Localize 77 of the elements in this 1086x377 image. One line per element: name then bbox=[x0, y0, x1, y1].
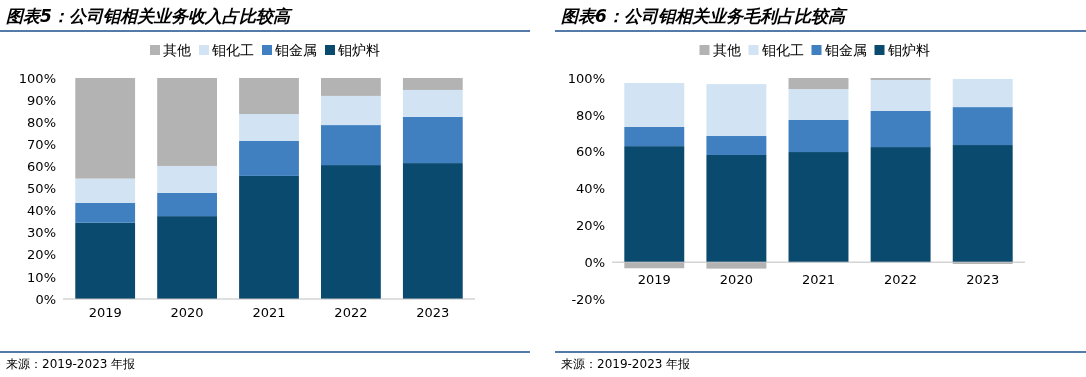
bar bbox=[75, 178, 136, 203]
y-tick-label: 20% bbox=[576, 217, 605, 233]
y-tick-label: 50% bbox=[27, 181, 56, 197]
x-tick-label: 2020 bbox=[170, 305, 204, 320]
bar bbox=[788, 89, 849, 120]
chart-title: 图表6：公司钼相关业务毛利占比较高 bbox=[561, 6, 848, 26]
bar bbox=[706, 84, 767, 137]
y-tick-label: 70% bbox=[27, 136, 56, 152]
bar bbox=[402, 89, 463, 117]
bar bbox=[402, 163, 463, 299]
bar bbox=[239, 114, 299, 141]
bar bbox=[952, 145, 1013, 263]
y-tick-label: 80% bbox=[27, 114, 56, 130]
bar bbox=[157, 165, 217, 193]
bar bbox=[321, 165, 381, 299]
bar bbox=[870, 110, 931, 148]
x-tick-label: 2023 bbox=[416, 305, 450, 320]
y-tick-label: 100% bbox=[18, 70, 56, 86]
bar bbox=[75, 222, 136, 299]
legend-label: 钼化工 bbox=[211, 42, 254, 58]
legend-label: 钼金属 bbox=[823, 42, 867, 58]
legend-label: 其他 bbox=[712, 42, 741, 58]
bar bbox=[788, 119, 849, 153]
x-tick-label: 2021 bbox=[801, 272, 836, 288]
bar bbox=[321, 95, 381, 126]
bar bbox=[624, 146, 685, 263]
y-tick-label: 0% bbox=[35, 291, 56, 307]
bar bbox=[788, 152, 849, 263]
legend-label: 钼金属 bbox=[274, 42, 317, 58]
x-tick-label: 2023 bbox=[966, 272, 1000, 288]
source-note: 来源：2019-2023 年报 bbox=[6, 357, 136, 371]
y-tick-label: 60% bbox=[27, 159, 56, 175]
source-note: 来源：2019-2023 年报 bbox=[561, 357, 691, 371]
y-tick-label: 40% bbox=[27, 203, 56, 219]
bar bbox=[239, 140, 299, 176]
bar bbox=[75, 202, 136, 223]
y-tick-label: 0% bbox=[584, 254, 605, 270]
bar bbox=[75, 78, 136, 179]
y-tick-label: -20% bbox=[571, 291, 605, 307]
bar bbox=[321, 78, 381, 96]
x-tick-label: 2022 bbox=[884, 272, 918, 288]
y-tick-label: 20% bbox=[27, 247, 56, 263]
bar bbox=[402, 116, 463, 164]
x-tick-label: 2020 bbox=[719, 272, 753, 288]
bar bbox=[321, 125, 381, 166]
bar bbox=[239, 175, 299, 299]
bar bbox=[157, 78, 217, 166]
bar bbox=[402, 78, 463, 90]
y-tick-label: 30% bbox=[27, 225, 56, 241]
bar bbox=[870, 78, 931, 81]
y-tick-label: 60% bbox=[576, 144, 605, 160]
legend-label: 其他 bbox=[163, 42, 191, 58]
bar bbox=[239, 78, 299, 115]
x-tick-label: 2021 bbox=[252, 305, 286, 320]
bar bbox=[157, 216, 217, 299]
bar bbox=[788, 78, 849, 90]
x-tick-label: 2019 bbox=[88, 305, 122, 320]
y-tick-label: 100% bbox=[567, 70, 605, 86]
y-tick-label: 40% bbox=[576, 181, 605, 197]
bar bbox=[706, 136, 767, 155]
bar bbox=[157, 192, 217, 217]
bar bbox=[624, 82, 685, 127]
bar bbox=[624, 126, 685, 147]
bar bbox=[870, 80, 931, 111]
bar bbox=[952, 107, 1013, 146]
legend-label: 钼化工 bbox=[760, 42, 804, 58]
bar bbox=[870, 147, 931, 263]
bar bbox=[706, 154, 767, 263]
legend-label: 钼炉料 bbox=[337, 42, 380, 58]
chart-title: 图表5：公司钼相关业务收入占比较高 bbox=[6, 6, 293, 26]
y-tick-label: 10% bbox=[27, 269, 56, 285]
y-tick-label: 80% bbox=[576, 107, 605, 123]
bar bbox=[952, 78, 1013, 108]
legend-label: 钼炉料 bbox=[886, 42, 930, 58]
x-tick-label: 2019 bbox=[637, 272, 671, 288]
y-tick-label: 90% bbox=[27, 92, 56, 108]
x-tick-label: 2022 bbox=[334, 305, 368, 320]
